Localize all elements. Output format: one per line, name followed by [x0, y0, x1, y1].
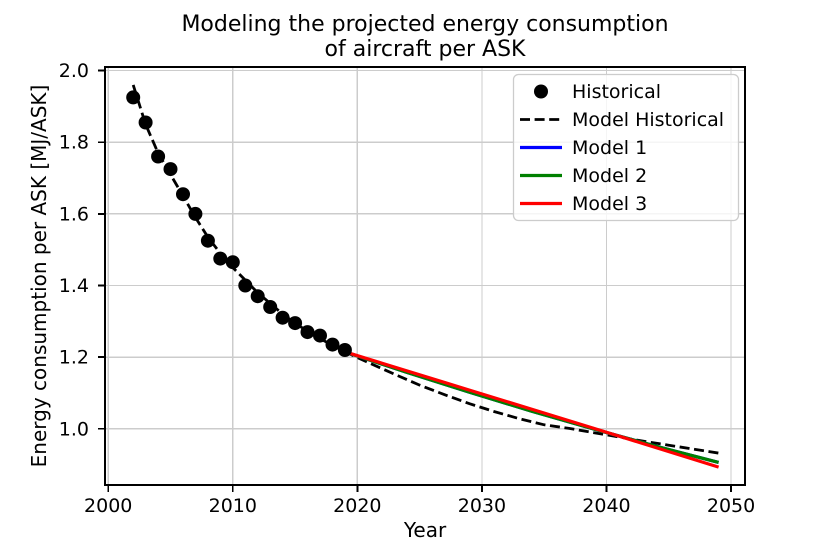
- data-point: [238, 278, 253, 293]
- data-point: [263, 300, 278, 314]
- data-point: [337, 343, 352, 357]
- chart-title-line1: Modeling the projected energy consumptio…: [181, 12, 668, 37]
- y-tick-label: 1.2: [59, 347, 89, 369]
- data-point: [275, 310, 290, 325]
- x-tick-label: 2030: [458, 495, 506, 517]
- x-axis-label: Year: [403, 518, 447, 542]
- chart-title-line2: of aircraft per ASK: [325, 37, 527, 62]
- data-point: [126, 90, 141, 105]
- x-tick-label: 2010: [209, 495, 257, 517]
- y-axis-label: Energy consumption per ASK [MJ/ASK]: [27, 85, 51, 468]
- legend-label-model-2: Model 2: [572, 165, 647, 187]
- series-points-historical: [126, 90, 352, 357]
- series-layer: [126, 84, 720, 469]
- data-point: [300, 325, 315, 340]
- legend-item-model-historical: Model Historical: [520, 109, 724, 131]
- y-tick-label: 1.4: [59, 275, 89, 297]
- x-tick-label: 2040: [582, 495, 630, 517]
- data-point: [225, 255, 240, 270]
- x-tick-label: 2000: [84, 495, 132, 517]
- legend-frame: [512, 73, 740, 222]
- data-point: [213, 251, 228, 266]
- data-point: [176, 187, 190, 202]
- legend-item-model-1: Model 1: [520, 137, 647, 159]
- data-point: [188, 206, 203, 221]
- data-point: [200, 233, 215, 248]
- y-tick-label: 1.0: [59, 418, 89, 440]
- x-tick-label: 2050: [707, 495, 755, 517]
- y-tick-label: 2.0: [59, 60, 89, 82]
- data-point: [163, 162, 178, 177]
- legend-label-model-historical: Model Historical: [572, 109, 724, 131]
- y-tick-label: 1.8: [59, 132, 89, 154]
- data-point: [151, 149, 166, 164]
- legend-marker-historical: [534, 84, 548, 99]
- legend: Historical Model Historical Model 1 Model 2…: [512, 73, 740, 222]
- data-point: [250, 289, 265, 304]
- x-tick-label: 2020: [333, 495, 381, 517]
- legend-item-model-3: Model 3: [520, 193, 647, 215]
- tick-layer: 2000 2010 2020 2030 2040 2050 1.0 1.2 1.4 1.6 1.8 2…: [59, 60, 755, 517]
- data-point: [313, 328, 327, 343]
- data-point: [138, 115, 153, 130]
- legend-label-model-3: Model 3: [572, 193, 647, 215]
- y-tick-label: 1.6: [59, 203, 89, 225]
- data-point: [288, 316, 303, 331]
- data-point: [325, 337, 340, 352]
- legend-item-historical: Historical: [534, 81, 661, 103]
- legend-label-model-1: Model 1: [572, 137, 647, 159]
- legend-item-model-2: Model 2: [520, 165, 647, 187]
- legend-label-historical: Historical: [572, 81, 661, 103]
- plot-border: [104, 66, 746, 486]
- series-line-model-3: [344, 350, 720, 469]
